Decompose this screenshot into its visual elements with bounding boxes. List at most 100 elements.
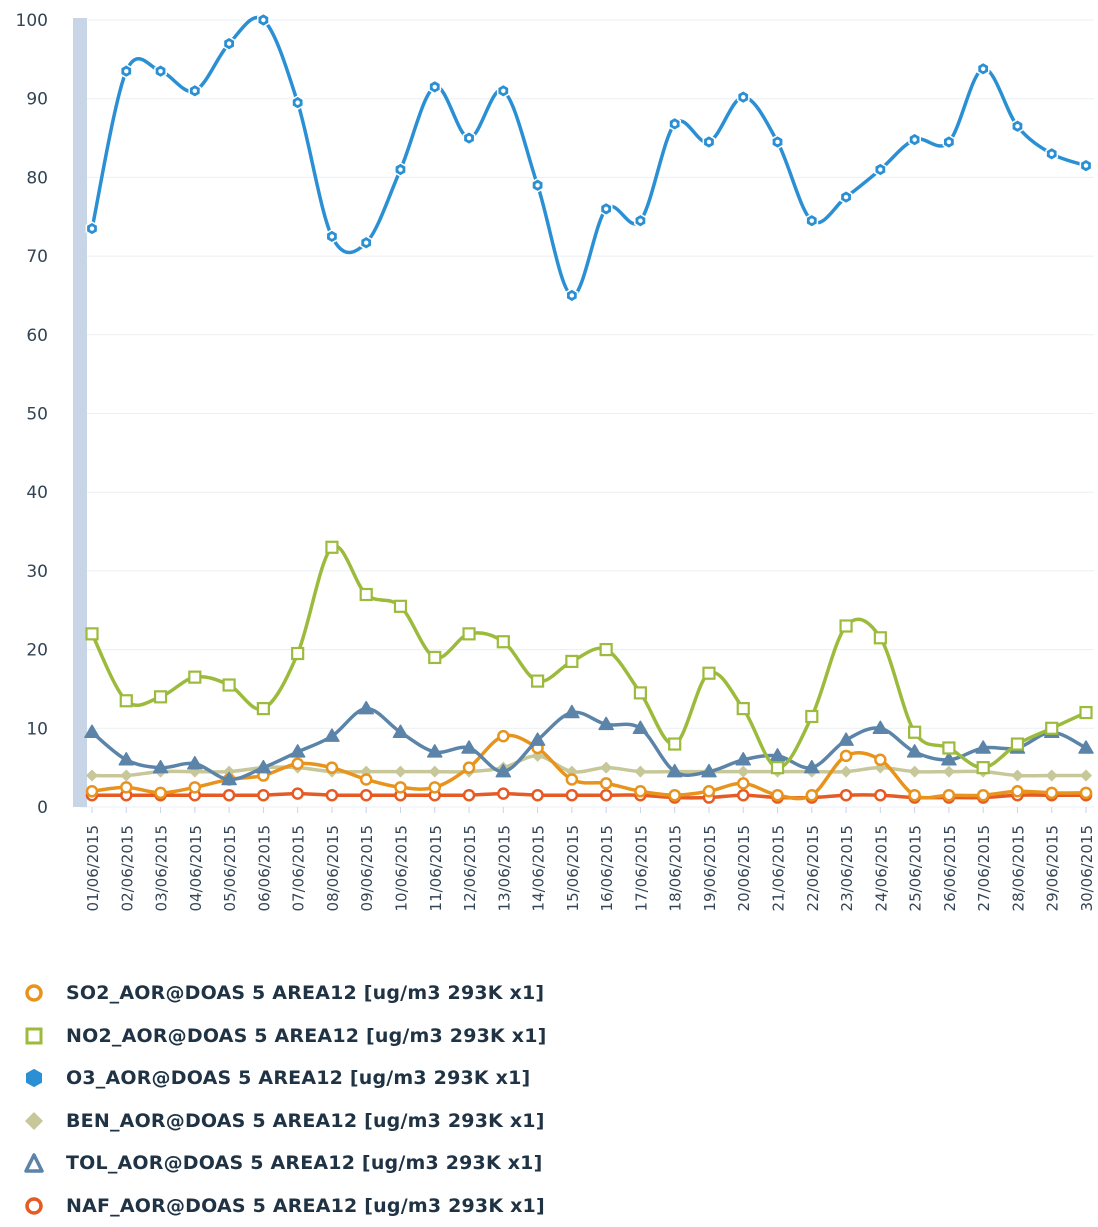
data-point[interactable] xyxy=(566,656,577,667)
data-point[interactable] xyxy=(258,703,269,714)
data-point[interactable] xyxy=(429,766,441,778)
data-point[interactable] xyxy=(498,731,508,741)
data-point[interactable] xyxy=(498,636,509,647)
data-point[interactable] xyxy=(807,790,817,800)
data-point[interactable] xyxy=(1080,770,1092,782)
x-tick-label: 16/06/2015 xyxy=(598,825,616,911)
data-point[interactable] xyxy=(464,763,474,773)
data-point[interactable] xyxy=(669,739,680,750)
data-point[interactable] xyxy=(361,589,372,600)
data-point[interactable] xyxy=(841,620,852,631)
data-point[interactable] xyxy=(85,725,99,737)
data-point[interactable] xyxy=(224,680,235,691)
x-tick-label: 23/06/2015 xyxy=(838,825,856,911)
data-point[interactable] xyxy=(1046,770,1058,782)
legend-item-so2[interactable]: SO2_AOR@DOAS 5 AREA12 [ug/m3 293K x1] xyxy=(20,972,1080,1015)
data-point[interactable] xyxy=(120,770,132,782)
data-point[interactable] xyxy=(703,668,714,679)
data-point[interactable] xyxy=(224,790,234,800)
data-point[interactable] xyxy=(1012,786,1022,796)
data-point[interactable] xyxy=(464,790,474,800)
legend-item-ben[interactable]: BEN_AOR@DOAS 5 AREA12 [ug/m3 293K x1] xyxy=(20,1100,1080,1143)
legend-item-naf[interactable]: NAF_AOR@DOAS 5 AREA12 [ug/m3 293K x1] xyxy=(20,1185,1080,1227)
data-point[interactable] xyxy=(806,711,817,722)
legend-item-o3[interactable]: O3_AOR@DOAS 5 AREA12 [ug/m3 293K x1] xyxy=(20,1057,1080,1100)
data-point[interactable] xyxy=(327,790,337,800)
data-point[interactable] xyxy=(670,790,680,800)
data-point[interactable] xyxy=(327,763,337,773)
legend-item-tol[interactable]: TOL_AOR@DOAS 5 AREA12 [ug/m3 293K x1] xyxy=(20,1142,1080,1185)
data-point[interactable] xyxy=(293,789,303,799)
data-point[interactable] xyxy=(1047,788,1057,798)
data-point[interactable] xyxy=(944,790,954,800)
data-point[interactable] xyxy=(875,632,886,643)
data-point[interactable] xyxy=(190,782,200,792)
data-point[interactable] xyxy=(292,648,303,659)
data-point[interactable] xyxy=(738,790,748,800)
data-point[interactable] xyxy=(1081,707,1092,718)
data-point[interactable] xyxy=(978,790,988,800)
data-point[interactable] xyxy=(841,751,851,761)
data-point[interactable] xyxy=(464,628,475,639)
data-point[interactable] xyxy=(361,774,371,784)
data-point[interactable] xyxy=(737,766,749,778)
data-point xyxy=(295,100,299,104)
data-point[interactable] xyxy=(600,762,612,774)
data-point[interactable] xyxy=(943,766,955,778)
data-point[interactable] xyxy=(395,782,405,792)
data-point xyxy=(981,67,985,71)
data-point[interactable] xyxy=(772,762,783,773)
data-point[interactable] xyxy=(738,703,749,714)
data-point[interactable] xyxy=(361,790,371,800)
data-point[interactable] xyxy=(567,774,577,784)
data-point[interactable] xyxy=(87,628,98,639)
data-point[interactable] xyxy=(156,788,166,798)
y-tick-label: 0 xyxy=(37,798,48,818)
data-point[interactable] xyxy=(773,790,783,800)
data-point xyxy=(1050,152,1054,156)
data-point[interactable] xyxy=(943,742,954,753)
data-point[interactable] xyxy=(1046,723,1057,734)
data-point[interactable] xyxy=(395,601,406,612)
data-point[interactable] xyxy=(189,672,200,683)
data-point[interactable] xyxy=(601,778,611,788)
data-point[interactable] xyxy=(910,790,920,800)
data-point[interactable] xyxy=(326,542,337,553)
data-point[interactable] xyxy=(258,790,268,800)
data-point[interactable] xyxy=(1081,788,1091,798)
data-point[interactable] xyxy=(704,786,714,796)
data-point[interactable] xyxy=(394,766,406,778)
data-point[interactable] xyxy=(121,695,132,706)
legend: SO2_AOR@DOAS 5 AREA12 [ug/m3 293K x1] NO… xyxy=(20,972,1080,1227)
data-point[interactable] xyxy=(1011,770,1023,782)
legend-label: SO2_AOR@DOAS 5 AREA12 [ug/m3 293K x1] xyxy=(66,982,544,1004)
data-point xyxy=(501,89,505,93)
x-tick-label: 10/06/2015 xyxy=(392,825,410,911)
data-point[interactable] xyxy=(86,770,98,782)
data-point[interactable] xyxy=(738,778,748,788)
data-point[interactable] xyxy=(601,790,611,800)
data-point[interactable] xyxy=(840,766,852,778)
data-point[interactable] xyxy=(909,727,920,738)
data-point[interactable] xyxy=(635,687,646,698)
data-point[interactable] xyxy=(430,782,440,792)
data-point[interactable] xyxy=(293,759,303,769)
data-point[interactable] xyxy=(601,644,612,655)
data-point[interactable] xyxy=(909,766,921,778)
data-point[interactable] xyxy=(533,790,543,800)
data-point[interactable] xyxy=(429,652,440,663)
data-point[interactable] xyxy=(567,790,577,800)
data-point[interactable] xyxy=(121,782,131,792)
data-point[interactable] xyxy=(634,766,646,778)
data-point[interactable] xyxy=(635,786,645,796)
legend-item-no2[interactable]: NO2_AOR@DOAS 5 AREA12 [ug/m3 293K x1] xyxy=(20,1015,1080,1058)
data-point[interactable] xyxy=(1012,739,1023,750)
data-point[interactable] xyxy=(498,789,508,799)
data-point[interactable] xyxy=(875,755,885,765)
data-point[interactable] xyxy=(155,691,166,702)
data-point[interactable] xyxy=(532,676,543,687)
data-point[interactable] xyxy=(87,786,97,796)
data-point[interactable] xyxy=(978,762,989,773)
data-point[interactable] xyxy=(841,790,851,800)
data-point[interactable] xyxy=(875,790,885,800)
